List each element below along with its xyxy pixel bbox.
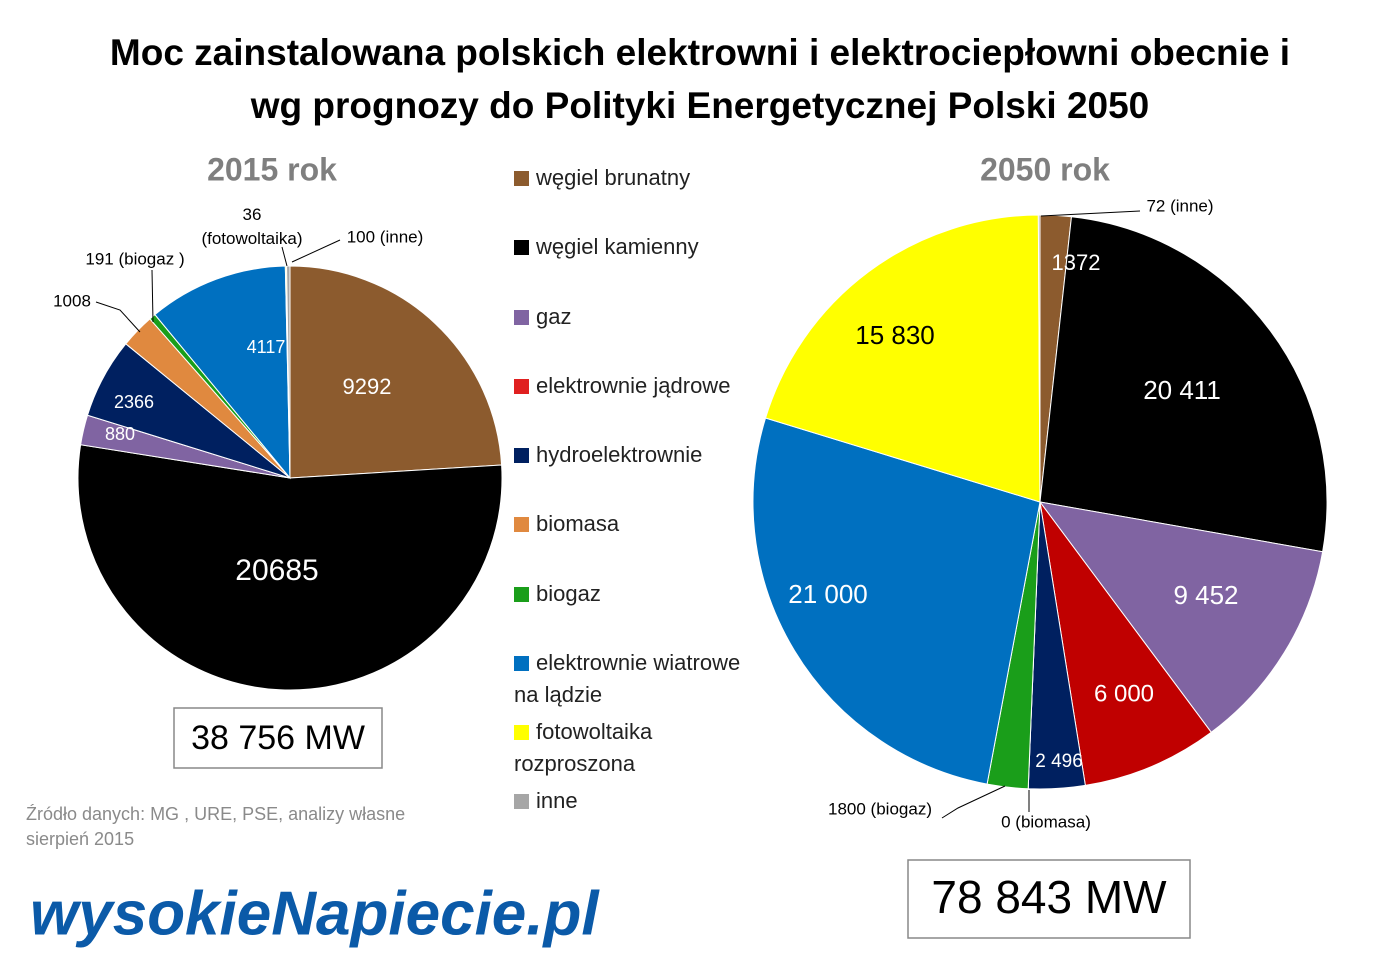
title-line: Moc zainstalowana polskich elektrowni i … — [110, 32, 1290, 73]
pie-slice — [1038, 501, 1324, 734]
legend-label: inne — [536, 788, 578, 813]
legend-label: gaz — [536, 304, 572, 329]
pie-slice — [752, 417, 1041, 785]
legend-item: inne — [514, 785, 764, 817]
total-box — [907, 859, 1191, 939]
legend-label: biomasa — [536, 511, 620, 536]
legend-label: węgiel brunatny — [536, 165, 691, 190]
logo: wysokieNapiecie.pl — [30, 879, 600, 948]
pie-slice — [1037, 214, 1041, 503]
value-label: 9292 — [343, 374, 392, 399]
pie-title: 2015 rok — [207, 151, 337, 187]
title-line: wg prognozy do Polityki Energetycznej Po… — [250, 85, 1150, 126]
pie-slice — [764, 214, 1041, 503]
legend-item: elektrownie wiatrowe na lądzie — [514, 647, 764, 711]
value-label: 2 496 — [1035, 751, 1083, 772]
pie-slice — [77, 444, 503, 691]
value-label: 1372 — [1052, 250, 1101, 275]
value-label: 0 (biomasa) — [1001, 812, 1091, 831]
pie-slice — [289, 265, 503, 479]
legend-item: gaz — [514, 301, 764, 333]
value-label: 1008 — [53, 291, 91, 310]
pie-slice — [1039, 216, 1328, 553]
pie-slice — [1039, 501, 1212, 786]
legend-swatch — [514, 240, 529, 255]
legend-item: węgiel kamienny — [514, 231, 764, 263]
value-label: 6 000 — [1094, 680, 1154, 707]
legend-swatch — [514, 171, 529, 186]
legend-label: biogaz — [536, 581, 601, 606]
legend-item: biomasa — [514, 508, 764, 540]
legend-item: biogaz — [514, 578, 764, 610]
source: sierpień 2015 — [26, 829, 134, 849]
value-label: 4117 — [247, 337, 286, 357]
value-label: 20685 — [235, 554, 318, 587]
source: Źródło danych: MG , URE, PSE, analizy wł… — [26, 804, 405, 824]
legend-label: elektrownie jądrowe — [536, 373, 731, 398]
value-label: 100 (inne) — [347, 227, 424, 246]
legend-swatch — [514, 310, 529, 325]
legend-item: hydroelektrownie — [514, 439, 764, 471]
legend-item: fotowoltaika rozproszona — [514, 716, 764, 780]
legend-swatch — [514, 448, 529, 463]
leader-line — [941, 785, 1006, 819]
value-label: 880 — [105, 424, 135, 444]
value-label: 21 000 — [788, 579, 868, 609]
leader-line — [1040, 210, 1141, 217]
legend-swatch — [514, 379, 529, 394]
value-label: 72 (inne) — [1146, 196, 1213, 215]
pie-title: 2050 rok — [980, 151, 1110, 187]
legend-item: węgiel brunatny — [514, 162, 764, 194]
legend-swatch — [514, 587, 529, 602]
value-label: 9 452 — [1173, 580, 1238, 610]
value-label: 15 830 — [855, 320, 935, 350]
total-box — [173, 707, 383, 769]
legend-swatch — [514, 656, 529, 671]
legend-label: węgiel kamienny — [536, 234, 699, 259]
leader-line — [281, 246, 288, 267]
legend-swatch — [514, 794, 529, 809]
legend-label: hydroelektrownie — [536, 442, 703, 467]
value-label: 36 (fotowoltaika) — [201, 205, 303, 248]
total: 78 843 MW — [931, 871, 1167, 923]
value-label-box: 36 (fotowoltaika) — [201, 205, 303, 248]
leader-line — [151, 269, 154, 323]
value-label: 191 (biogaz ) — [85, 249, 184, 268]
legend-swatch — [514, 725, 529, 740]
pie-slice — [154, 265, 291, 480]
leader-line — [291, 239, 341, 263]
legend-swatch — [514, 517, 529, 532]
leader-line — [95, 301, 141, 333]
value-label: 1800 (biogaz) — [828, 799, 932, 818]
legend-item: elektrownie jądrowe — [514, 370, 764, 402]
total: 38 756 MW — [191, 719, 365, 757]
value-label: 2366 — [114, 392, 154, 412]
value-label: 20 411 — [1143, 375, 1221, 405]
legend-label: elektrownie wiatrowe na lądzie — [514, 650, 741, 707]
legend-label: fotowoltaika rozproszona — [514, 719, 653, 776]
